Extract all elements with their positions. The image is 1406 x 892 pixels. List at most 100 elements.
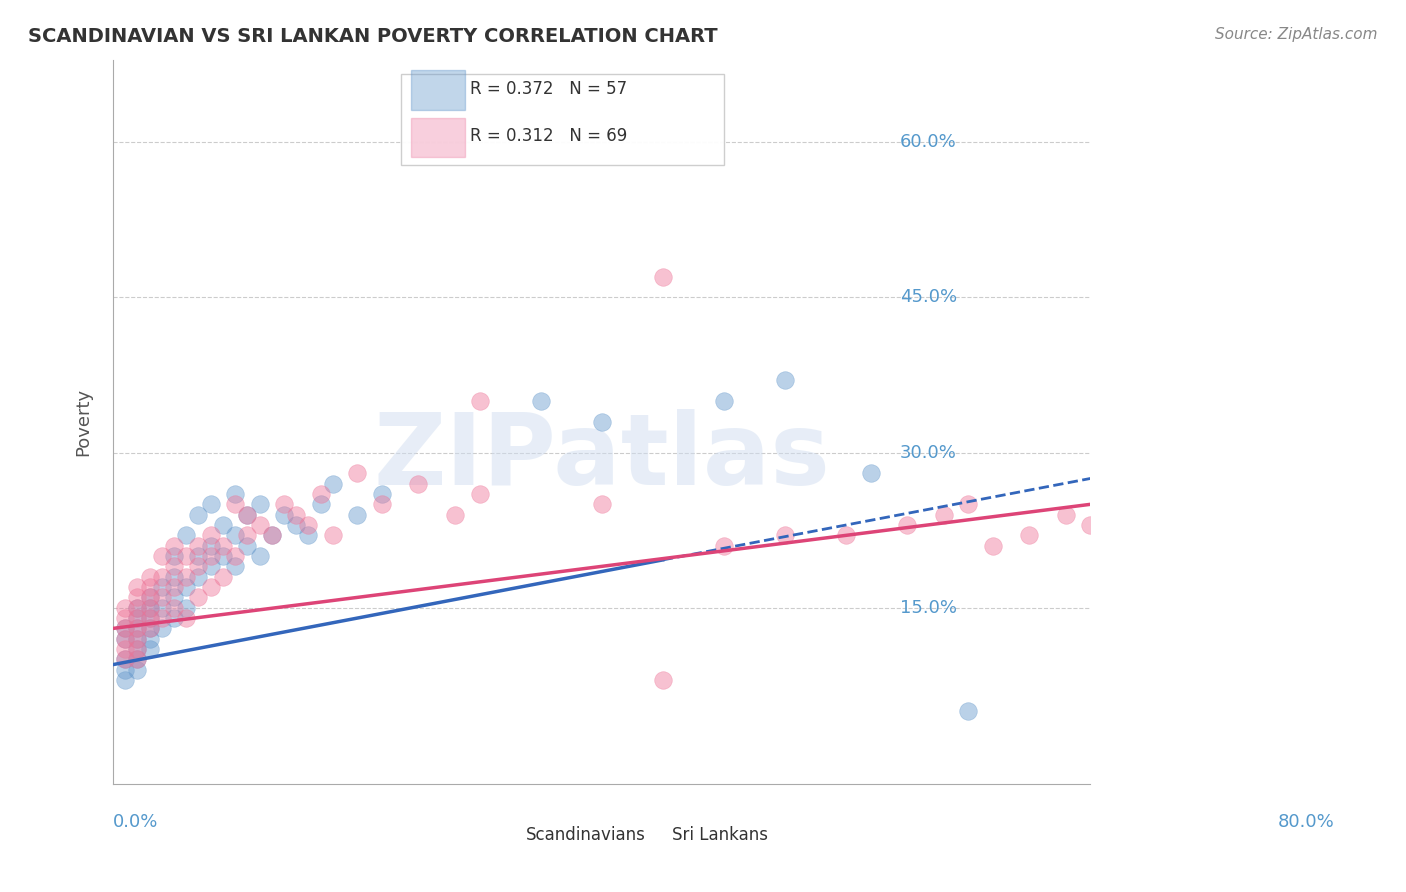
- Point: [163, 559, 186, 574]
- Point: [713, 539, 735, 553]
- Point: [138, 591, 160, 605]
- Point: [174, 611, 197, 625]
- Point: [138, 622, 160, 636]
- Point: [322, 476, 344, 491]
- Point: [249, 549, 271, 563]
- Point: [150, 570, 173, 584]
- Point: [127, 600, 149, 615]
- Point: [322, 528, 344, 542]
- Point: [127, 600, 149, 615]
- Text: 0.0%: 0.0%: [112, 813, 159, 830]
- Text: 80.0%: 80.0%: [1278, 813, 1334, 830]
- Point: [114, 622, 136, 636]
- Point: [273, 497, 295, 511]
- Point: [297, 528, 319, 542]
- Point: [114, 611, 136, 625]
- Point: [309, 497, 332, 511]
- Point: [212, 549, 235, 563]
- Text: Source: ZipAtlas.com: Source: ZipAtlas.com: [1215, 27, 1378, 42]
- Point: [127, 591, 149, 605]
- Text: R = 0.372   N = 57: R = 0.372 N = 57: [470, 79, 627, 97]
- Point: [114, 642, 136, 657]
- Point: [138, 642, 160, 657]
- Point: [408, 476, 430, 491]
- Text: ZIPatlas: ZIPatlas: [373, 409, 830, 507]
- Point: [835, 528, 858, 542]
- Point: [127, 652, 149, 666]
- Point: [273, 508, 295, 522]
- Point: [187, 549, 209, 563]
- Point: [200, 549, 222, 563]
- Point: [114, 663, 136, 677]
- Point: [249, 518, 271, 533]
- Point: [127, 611, 149, 625]
- Text: 30.0%: 30.0%: [900, 443, 956, 461]
- Point: [163, 611, 186, 625]
- Point: [114, 622, 136, 636]
- Point: [260, 528, 283, 542]
- Point: [224, 549, 246, 563]
- FancyBboxPatch shape: [401, 74, 724, 164]
- Point: [127, 622, 149, 636]
- Point: [114, 632, 136, 646]
- Point: [174, 528, 197, 542]
- Text: 45.0%: 45.0%: [900, 288, 957, 307]
- Point: [529, 393, 551, 408]
- Point: [468, 487, 491, 501]
- Point: [127, 580, 149, 594]
- Point: [163, 580, 186, 594]
- Text: Poverty: Poverty: [75, 387, 93, 456]
- Point: [187, 570, 209, 584]
- Point: [150, 580, 173, 594]
- Point: [150, 600, 173, 615]
- Point: [236, 508, 259, 522]
- Text: 60.0%: 60.0%: [900, 133, 956, 152]
- Point: [114, 652, 136, 666]
- Point: [981, 539, 1004, 553]
- Point: [138, 600, 160, 615]
- Point: [138, 622, 160, 636]
- Point: [174, 549, 197, 563]
- Point: [651, 673, 673, 687]
- Point: [468, 393, 491, 408]
- Point: [773, 528, 796, 542]
- Point: [187, 508, 209, 522]
- Text: 15.0%: 15.0%: [900, 599, 957, 616]
- Point: [187, 539, 209, 553]
- FancyBboxPatch shape: [628, 822, 668, 847]
- Point: [371, 487, 394, 501]
- Point: [114, 632, 136, 646]
- Point: [957, 704, 980, 718]
- Point: [150, 591, 173, 605]
- Point: [127, 632, 149, 646]
- Point: [249, 497, 271, 511]
- Point: [127, 642, 149, 657]
- Point: [187, 559, 209, 574]
- Point: [127, 611, 149, 625]
- Point: [371, 497, 394, 511]
- Text: Scandinavians: Scandinavians: [526, 826, 645, 844]
- Point: [713, 393, 735, 408]
- Point: [174, 570, 197, 584]
- Point: [127, 642, 149, 657]
- Point: [127, 652, 149, 666]
- Point: [591, 497, 613, 511]
- Point: [224, 559, 246, 574]
- Point: [163, 591, 186, 605]
- Point: [114, 600, 136, 615]
- Point: [127, 632, 149, 646]
- Point: [309, 487, 332, 501]
- Point: [150, 611, 173, 625]
- Text: SCANDINAVIAN VS SRI LANKAN POVERTY CORRELATION CHART: SCANDINAVIAN VS SRI LANKAN POVERTY CORRE…: [28, 27, 717, 45]
- Point: [651, 269, 673, 284]
- Point: [127, 663, 149, 677]
- Point: [138, 611, 160, 625]
- Point: [236, 508, 259, 522]
- Point: [163, 600, 186, 615]
- Point: [127, 622, 149, 636]
- Point: [163, 539, 186, 553]
- Point: [114, 652, 136, 666]
- Point: [174, 580, 197, 594]
- Point: [138, 591, 160, 605]
- FancyBboxPatch shape: [411, 118, 465, 157]
